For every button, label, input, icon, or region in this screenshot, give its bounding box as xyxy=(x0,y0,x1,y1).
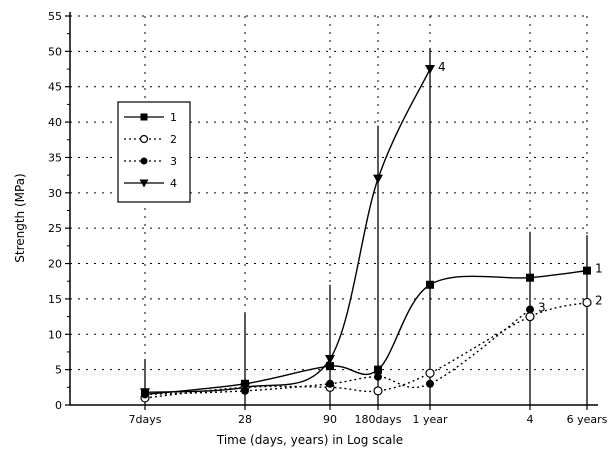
series-2-point xyxy=(582,297,592,308)
y-axis-title: Strength (MPa) xyxy=(13,173,27,263)
series-markers xyxy=(140,65,592,403)
x-tick-label: 28 xyxy=(238,413,252,426)
y-tick-label: 20 xyxy=(48,258,62,271)
legend-label-1: 1 xyxy=(170,111,177,124)
series-1-point xyxy=(526,273,534,282)
y-tick-label: 0 xyxy=(55,399,62,412)
end-labels: 1 2 3 4 xyxy=(438,60,603,314)
y-tick-label: 15 xyxy=(48,293,62,306)
legend: 1 2 3 4 xyxy=(117,101,191,203)
legend-marker-3 xyxy=(140,157,148,165)
series-line-4 xyxy=(144,68,431,393)
legend-label-2: 2 xyxy=(170,133,177,146)
series-3-point xyxy=(374,372,382,381)
series-end-label-2: 2 xyxy=(595,293,603,307)
x-axis-title: Time (days, years) in Log scale xyxy=(216,433,403,447)
series-end-label-1: 1 xyxy=(595,262,603,276)
x-tick-label: 7days xyxy=(129,413,162,426)
legend-marker-2 xyxy=(139,134,149,144)
x-tick-label: 180days xyxy=(355,413,402,426)
y-tick-label: 10 xyxy=(48,328,62,341)
y-tick-label: 40 xyxy=(48,116,62,129)
y-tick-label: 5 xyxy=(55,364,62,377)
series-4-point xyxy=(373,174,383,184)
y-tick-label: 35 xyxy=(48,151,62,164)
series-2-point xyxy=(425,368,435,378)
legend-label-3: 3 xyxy=(170,155,177,168)
series-1-point xyxy=(374,365,382,374)
y-tick-label: 25 xyxy=(48,222,62,235)
series-line-3 xyxy=(144,308,531,396)
series-1-point xyxy=(426,280,434,289)
series-end-label-4: 4 xyxy=(438,60,446,74)
series-lines xyxy=(144,68,588,399)
x-tick-label: 90 xyxy=(323,413,337,426)
legend-box xyxy=(117,101,191,203)
y-tick-label: 45 xyxy=(48,81,62,94)
series-1-point xyxy=(583,266,591,275)
y-tick-label: 55 xyxy=(48,10,62,23)
series-3-point xyxy=(326,379,334,388)
series-4-point xyxy=(140,388,150,398)
series-line-1 xyxy=(144,269,588,396)
series-3-point xyxy=(426,379,434,388)
series-4-point xyxy=(425,65,435,75)
series-4-point xyxy=(325,355,335,365)
tick-labels: 0 5 10 15 20 25 30 35 40 45 50 55 7days 28 90 180days 1 … xyxy=(48,10,608,426)
series-2-point xyxy=(373,386,383,396)
x-tick-label: 6 years xyxy=(567,413,608,426)
series-2-point xyxy=(525,311,535,322)
axes xyxy=(65,12,598,410)
legend-label-4: 4 xyxy=(170,177,177,190)
y-tick-label: 50 xyxy=(48,45,62,58)
series-3-point xyxy=(526,305,534,314)
x-tick-label: 1 year xyxy=(412,413,448,426)
x-tick-label: 4 xyxy=(527,413,534,426)
series-end-label-3: 3 xyxy=(538,301,546,315)
legend-marker-1 xyxy=(140,113,148,121)
legend-marker-4 xyxy=(139,179,149,188)
y-tick-label: 30 xyxy=(48,187,62,200)
series-1-point xyxy=(326,362,334,371)
series-4-point xyxy=(240,383,250,393)
